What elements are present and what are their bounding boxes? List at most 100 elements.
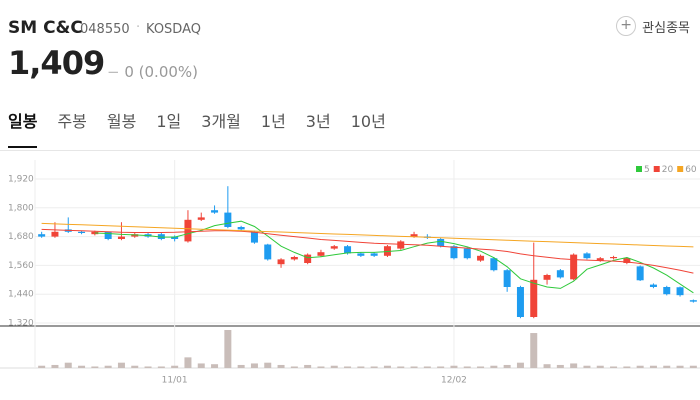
period-tabs: 일봉 주봉 월봉 1일 3개월 1년 3년 10년 (8, 108, 386, 148)
volume-bar (144, 366, 152, 368)
legend-swatch (677, 166, 684, 172)
candle-body (490, 258, 498, 271)
candle-body (556, 270, 564, 278)
candle-body (477, 255, 485, 261)
candle-body (224, 212, 232, 227)
y-tick-label: 1,680 (8, 232, 34, 242)
period-tab[interactable]: 주봉 (57, 112, 87, 131)
volume-bar (104, 365, 112, 368)
legend-swatch (636, 166, 642, 172)
volume-bar (570, 363, 578, 368)
volume-bar (610, 366, 618, 368)
watch-button[interactable]: + 관심종목 (616, 16, 690, 36)
volume-bar (663, 365, 671, 368)
volume-bar (330, 365, 338, 368)
legend-label: 60 (685, 165, 697, 175)
separator: · (136, 20, 141, 35)
candle-body (344, 246, 352, 254)
volume-bar (410, 366, 418, 368)
candle-body (317, 252, 325, 256)
period-tab[interactable]: 1일 (156, 112, 182, 131)
volume-bar (397, 366, 405, 368)
legend-label: 5 (644, 165, 650, 175)
candle-body (117, 236, 125, 239)
volume-bar (503, 364, 511, 368)
y-tick-label: 1,440 (8, 290, 34, 300)
volume-bar (51, 364, 59, 368)
candle-body (516, 287, 524, 317)
volume-bar (490, 365, 498, 368)
volume-bar (157, 366, 165, 368)
candle-body (503, 270, 511, 287)
candle-body (211, 210, 219, 213)
period-tab[interactable]: 1년 (260, 112, 286, 131)
volume-bar (264, 362, 272, 368)
candle-body (184, 219, 192, 242)
candle-body (649, 284, 657, 287)
period-tab[interactable]: 10년 (350, 112, 386, 131)
volume-bar (623, 366, 631, 368)
volume-bar (437, 366, 445, 368)
volume-bar (117, 362, 125, 368)
stock-code: 048550 (80, 22, 130, 37)
candle-body (663, 287, 671, 295)
candle-body (330, 246, 338, 249)
price-change: − 0 (0.00%) (107, 63, 198, 81)
market: KOSDAQ (146, 22, 201, 37)
legend-swatch (653, 166, 660, 172)
candle-body (51, 231, 59, 237)
candle-body (636, 266, 644, 281)
candle-body (410, 234, 418, 237)
volume-bar (543, 364, 551, 368)
candle-body (610, 257, 618, 259)
candle-body (277, 259, 285, 265)
candle-body (250, 231, 258, 243)
volume-bar (64, 362, 72, 368)
candle-body (397, 241, 405, 249)
stock-name: SM C&C (8, 18, 83, 38)
volume-bar (277, 364, 285, 368)
volume-bar (211, 364, 219, 368)
candle-body (264, 244, 272, 260)
volume-bar (250, 363, 258, 368)
volume-bar (184, 357, 192, 368)
candle-body (383, 246, 391, 256)
candle-body (583, 253, 591, 259)
volume-bar (370, 366, 378, 368)
period-tab[interactable]: 일봉 (8, 108, 38, 148)
plus-icon: + (616, 16, 637, 36)
volume-bar (583, 365, 591, 368)
candle-body (38, 234, 46, 237)
volume-bar (450, 365, 458, 368)
y-tick-label: 1,920 (8, 175, 34, 185)
x-tick-label: 12/02 (441, 376, 467, 386)
y-tick-label: 1,800 (8, 203, 34, 213)
candle-body (623, 258, 631, 263)
volume-bar (38, 365, 46, 368)
candle-body (197, 217, 205, 220)
volume-bar (649, 365, 657, 368)
period-tab[interactable]: 3개월 (201, 112, 241, 131)
volume-bar (237, 364, 245, 368)
volume-bar (556, 364, 564, 368)
volume-bar (477, 366, 485, 368)
volume-bar (596, 365, 604, 368)
period-tab[interactable]: 3년 (305, 112, 331, 131)
volume-bar (689, 365, 697, 368)
volume-bar (530, 333, 538, 368)
period-tab[interactable]: 월봉 (106, 112, 137, 131)
volume-bar (344, 366, 352, 368)
flat-icon: − (107, 63, 125, 81)
y-tick-label: 1,560 (8, 261, 34, 271)
watch-label: 관심종목 (642, 20, 690, 36)
volume-bar (516, 362, 524, 368)
candle-body (676, 287, 684, 296)
candle-body (78, 231, 86, 233)
candle-body (171, 236, 179, 239)
candle-body (437, 239, 445, 247)
candle-body (131, 234, 139, 237)
volume-bar (383, 365, 391, 368)
volume-bar (463, 366, 471, 368)
volume-bar (78, 365, 86, 368)
